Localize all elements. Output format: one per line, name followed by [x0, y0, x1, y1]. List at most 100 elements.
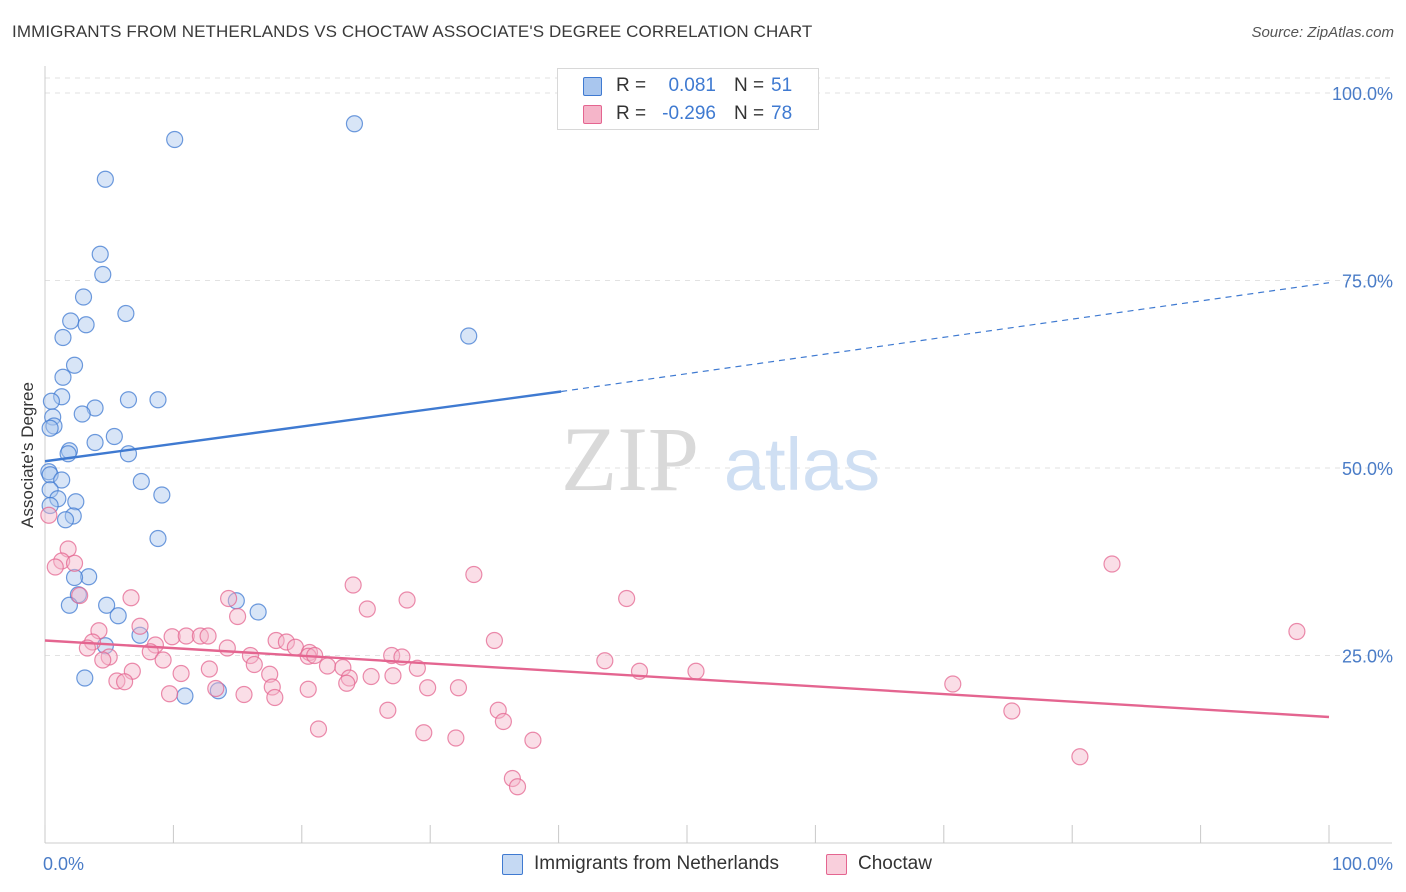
legend: Immigrants from Netherlands Choctaw: [0, 852, 1406, 878]
choctaw-point: [235, 685, 253, 704]
netherlands-point: [44, 408, 62, 426]
choctaw-point: [1103, 555, 1121, 573]
n-value: 51: [771, 75, 793, 96]
choctaw-point: [218, 639, 236, 657]
choctaw-point: [465, 565, 483, 584]
choctaw-point: [207, 679, 225, 698]
choctaw-point: [65, 554, 84, 572]
choctaw-point: [261, 665, 279, 683]
source-credit: Source: ZipAtlas.com: [1251, 24, 1394, 41]
legend-label: Immigrants from Netherlands: [534, 853, 779, 874]
choctaw-point: [344, 576, 362, 594]
netherlands-point: [460, 327, 478, 345]
netherlands-point: [345, 115, 364, 133]
choctaw-point: [334, 658, 352, 677]
choctaw-point: [116, 673, 134, 691]
y-tick-label: 25.0%: [1342, 647, 1393, 667]
choctaw-point: [338, 674, 356, 692]
y-tick-label: 50.0%: [1342, 459, 1393, 479]
choctaw-point: [199, 627, 217, 645]
r-label: R =: [616, 75, 647, 96]
choctaw-point: [163, 628, 181, 646]
netherlands-point: [73, 405, 91, 423]
choctaw-point: [485, 631, 503, 650]
netherlands-point: [76, 669, 94, 687]
netherlands-swatch: [583, 77, 602, 96]
choctaw-point: [1071, 748, 1089, 766]
netherlands-point: [98, 596, 116, 614]
choctaw-point: [172, 664, 190, 683]
choctaw-point: [40, 506, 58, 524]
choctaw-point: [277, 633, 295, 651]
choctaw-point: [177, 627, 195, 645]
choctaw-point: [358, 600, 376, 618]
netherlands-point: [209, 682, 227, 700]
choctaw-point: [618, 589, 636, 608]
x-tick-label: 100.0%: [1332, 854, 1393, 874]
netherlands-point: [77, 316, 95, 334]
n-label: N =: [734, 103, 765, 124]
netherlands-point: [149, 529, 167, 548]
choctaw-point: [408, 659, 426, 677]
stats-box: R = 0.081 N = 51 R = -0.296 N = 78: [557, 68, 819, 130]
choctaw-point: [419, 679, 437, 697]
watermark-zip: ZIP: [561, 408, 699, 510]
choctaw-point: [524, 731, 542, 749]
choctaw-point: [229, 607, 247, 626]
netherlands-point: [153, 486, 171, 504]
legend-swatch-netherlands: [502, 854, 523, 875]
y-tick-label: 75.0%: [1342, 272, 1393, 292]
netherlands-trend-extension: [561, 282, 1330, 393]
netherlands-point: [67, 493, 85, 511]
choctaw-point: [503, 769, 521, 788]
netherlands-point: [56, 511, 75, 529]
netherlands-point: [109, 607, 127, 625]
choctaw-point: [131, 617, 149, 635]
choctaw-point: [94, 651, 112, 669]
netherlands-point: [149, 391, 167, 409]
netherlands-point: [65, 568, 84, 587]
choctaw-point: [384, 667, 402, 685]
netherlands-point: [62, 312, 80, 330]
choctaw-point: [508, 778, 527, 796]
netherlands-point: [105, 427, 123, 446]
choctaw-point: [687, 662, 705, 680]
choctaw-point: [944, 675, 962, 693]
watermark-atlas: atlas: [724, 423, 880, 506]
x-tick-label: 0.0%: [43, 854, 84, 874]
choctaw-point: [362, 667, 380, 686]
netherlands-point: [131, 626, 149, 644]
netherlands-point: [65, 356, 84, 374]
choctaw-point: [379, 701, 397, 719]
choctaw-point: [200, 660, 218, 678]
choctaw-point: [1003, 702, 1021, 720]
netherlands-point: [53, 388, 71, 406]
netherlands-point: [176, 687, 194, 705]
netherlands-point: [132, 472, 150, 491]
choctaw-point: [220, 589, 238, 608]
choctaw-point: [154, 651, 172, 669]
choctaw-point: [309, 720, 328, 738]
choctaw-point: [71, 586, 89, 605]
choctaw-point: [596, 652, 614, 670]
choctaw-point: [263, 678, 281, 696]
netherlands-point: [119, 391, 138, 409]
choctaw-point: [447, 729, 465, 747]
netherlands-point: [117, 304, 135, 323]
watermark: ZIP atlas: [561, 408, 880, 510]
choctaw-point: [245, 655, 263, 674]
choctaw-point: [53, 552, 71, 570]
netherlands-point: [42, 392, 61, 410]
netherlands-point: [86, 433, 104, 452]
trend-lines: [44, 282, 1330, 719]
axes: [44, 66, 1392, 844]
netherlands-point: [41, 419, 59, 437]
choctaw-point: [494, 712, 512, 731]
stats-row-netherlands: R = 0.081 N = 51: [558, 72, 818, 100]
choctaw-point: [266, 688, 284, 707]
netherlands-trend-line: [44, 390, 562, 463]
legend-swatch-choctaw: [826, 854, 847, 875]
n-value: 78: [771, 103, 793, 124]
r-value: -0.296: [662, 103, 716, 124]
